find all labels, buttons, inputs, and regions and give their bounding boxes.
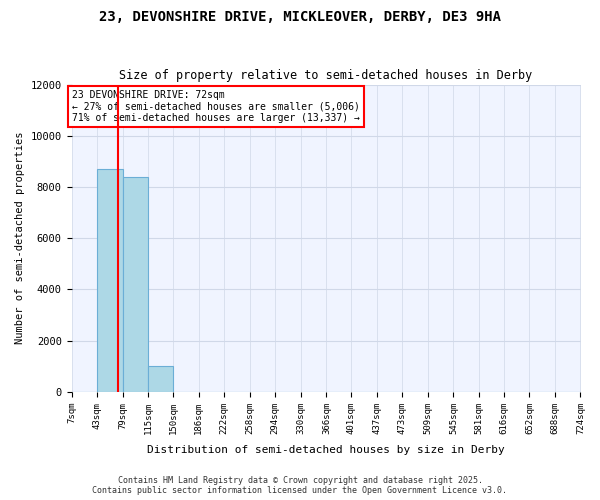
- Y-axis label: Number of semi-detached properties: Number of semi-detached properties: [15, 132, 25, 344]
- Bar: [148, 366, 173, 392]
- Bar: [122, 177, 148, 392]
- Text: 23 DEVONSHIRE DRIVE: 72sqm
← 27% of semi-detached houses are smaller (5,006)
71%: 23 DEVONSHIRE DRIVE: 72sqm ← 27% of semi…: [72, 90, 360, 123]
- X-axis label: Distribution of semi-detached houses by size in Derby: Distribution of semi-detached houses by …: [147, 445, 505, 455]
- Bar: [97, 169, 122, 392]
- Text: 23, DEVONSHIRE DRIVE, MICKLEOVER, DERBY, DE3 9HA: 23, DEVONSHIRE DRIVE, MICKLEOVER, DERBY,…: [99, 10, 501, 24]
- Title: Size of property relative to semi-detached houses in Derby: Size of property relative to semi-detach…: [119, 69, 533, 82]
- Text: Contains HM Land Registry data © Crown copyright and database right 2025.
Contai: Contains HM Land Registry data © Crown c…: [92, 476, 508, 495]
